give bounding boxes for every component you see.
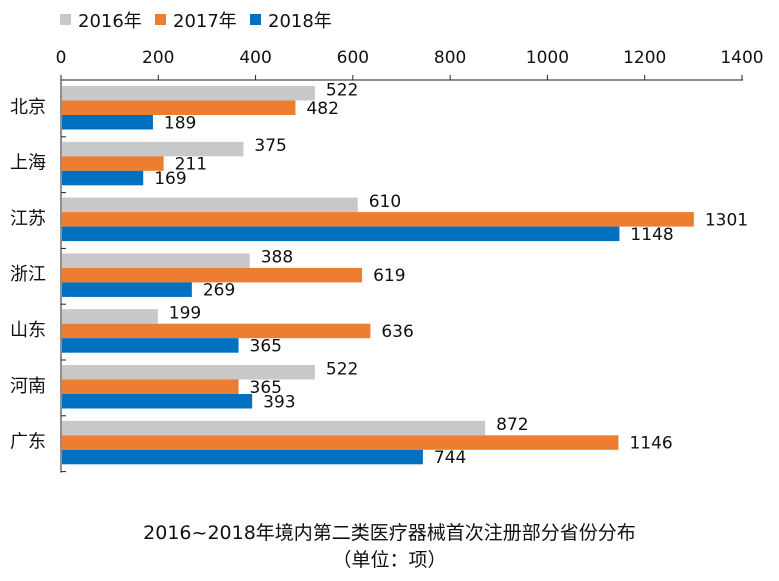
category-label: 浙江 (10, 264, 46, 285)
data-label: 365 (250, 336, 282, 356)
data-label: 199 (169, 303, 201, 323)
data-label: 522 (326, 80, 358, 100)
chart-subtitle: （单位：项） (332, 549, 447, 571)
data-label: 482 (306, 99, 338, 119)
bar-2016年 (62, 365, 315, 380)
data-label: 388 (261, 248, 293, 268)
x-tick-label: 1000 (526, 48, 569, 68)
bar-2017年 (62, 100, 296, 115)
chart-title: 2016~2018年境内第二类医疗器械首次注册部分省份分布 (143, 522, 636, 544)
bar-2017年 (62, 156, 164, 171)
x-tick-label: 600 (337, 48, 369, 68)
bar-2018年 (62, 449, 423, 465)
data-label: 610 (369, 192, 401, 212)
data-label: 189 (164, 113, 196, 133)
data-label: 365 (250, 378, 282, 398)
category-label: 山东 (10, 320, 46, 341)
bar-2016年 (62, 141, 244, 157)
bar-2018年 (62, 394, 253, 409)
x-tick-label: 400 (239, 48, 271, 68)
bar-2017年 (62, 267, 363, 283)
category-label: 北京 (10, 97, 46, 118)
bar-2017年 (62, 435, 619, 450)
bar-2018年 (62, 170, 144, 186)
bar-2017年 (62, 323, 371, 339)
bar-2018年 (62, 115, 153, 130)
legend-label: 2018年 (268, 11, 332, 32)
data-label: 1301 (705, 210, 748, 230)
x-tick-label: 800 (434, 48, 466, 68)
legend-swatch (250, 14, 261, 25)
data-label: 169 (154, 169, 186, 189)
category-label: 河南 (10, 376, 46, 397)
data-label: 744 (434, 448, 466, 468)
category-label: 江苏 (10, 208, 46, 229)
bar-2017年 (62, 212, 694, 227)
bar-2016年 (62, 86, 315, 101)
category-label: 广东 (10, 432, 46, 453)
legend-label: 2016年 (78, 11, 142, 32)
data-label: 522 (326, 359, 358, 379)
bar-2016年 (62, 253, 250, 268)
x-tick-label: 1400 (720, 48, 763, 68)
data-label: 393 (263, 392, 295, 412)
x-tick-label: 200 (142, 48, 174, 68)
data-label: 636 (381, 322, 413, 342)
category-label: 上海 (10, 153, 46, 174)
bar-2016年 (62, 197, 358, 213)
bar-2018年 (62, 226, 620, 242)
data-label: 872 (496, 415, 528, 435)
bar-2016年 (62, 309, 158, 324)
bar-2018年 (62, 282, 192, 297)
x-tick-label: 0 (56, 48, 67, 68)
data-label: 269 (203, 281, 235, 301)
data-label: 1148 (630, 225, 673, 245)
bar-2017年 (62, 379, 239, 394)
legend-swatch (60, 14, 71, 25)
data-label: 619 (373, 266, 405, 286)
data-label: 1146 (629, 434, 672, 454)
data-label: 211 (175, 155, 207, 175)
data-label: 375 (254, 136, 286, 156)
x-tick-label: 1200 (623, 48, 666, 68)
legend-swatch (155, 14, 166, 25)
bar-2016年 (62, 420, 486, 436)
bar-2018年 (62, 338, 239, 353)
legend-label: 2017年 (173, 11, 237, 32)
